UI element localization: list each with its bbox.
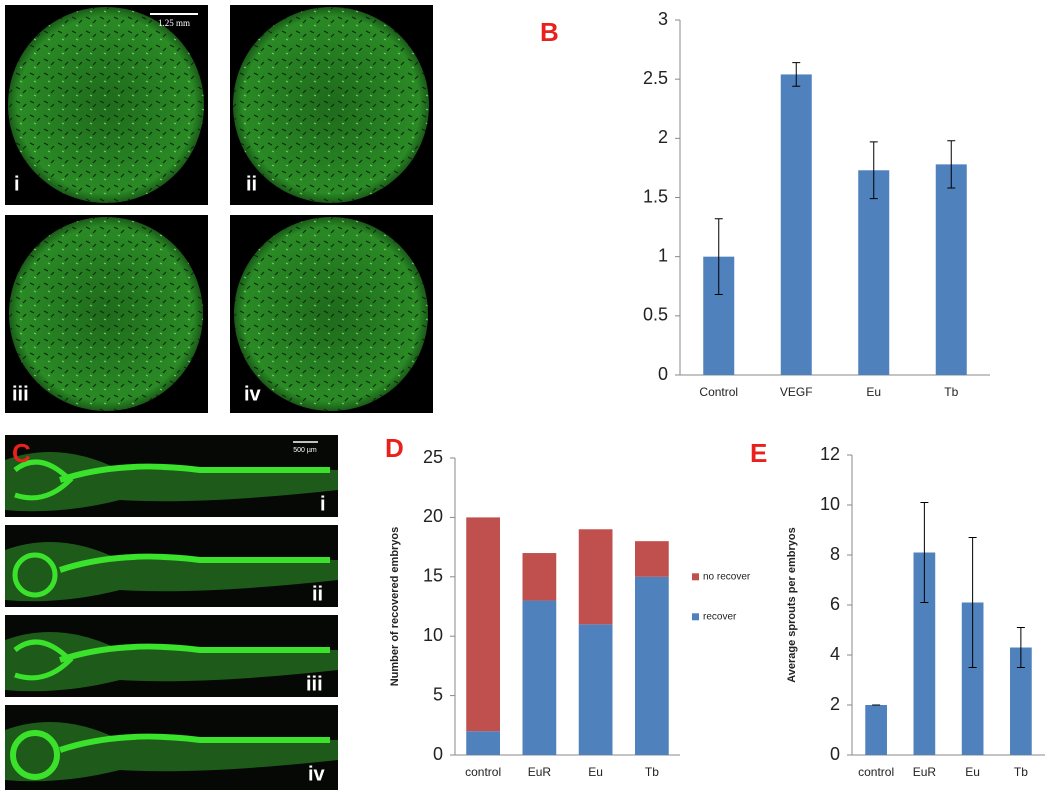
legend-swatch	[692, 573, 699, 581]
y-tick-label: 15	[423, 566, 443, 586]
image-label: iii	[12, 383, 29, 405]
embryo-image: iii	[5, 615, 338, 697]
bar	[858, 170, 890, 375]
x-tick-label: Tb	[1014, 765, 1028, 779]
bar-segment	[466, 731, 500, 755]
y-tick-label: 4	[830, 644, 840, 664]
y-tick-label: 12	[820, 444, 840, 464]
y-tick-label: 25	[423, 447, 443, 467]
y-tick-label: 3	[658, 9, 668, 29]
scale-bar: 500 µm	[293, 447, 317, 454]
x-tick-label: Control	[699, 385, 738, 399]
y-tick-label: 2	[830, 694, 840, 714]
error-bar	[1016, 627, 1025, 668]
bar	[935, 164, 967, 375]
bar	[780, 74, 812, 375]
bar	[913, 552, 936, 755]
x-tick-label: control	[858, 765, 894, 779]
scale-bar: 1.25 mm	[158, 18, 190, 28]
legend-label: no recover	[703, 571, 751, 582]
x-tick-label: EuR	[528, 765, 552, 779]
error-bar	[714, 218, 723, 296]
micrographs: 1.25 mm i ii iii iv	[5, 5, 433, 413]
embryo-images: 500 µm i ii iii iv C	[5, 435, 338, 790]
bar-segment	[578, 624, 613, 755]
y-tick-label: 1.5	[643, 186, 668, 206]
image-label: iii	[306, 673, 323, 695]
x-tick-label: Tb	[944, 385, 958, 399]
image-label: i	[14, 173, 20, 195]
x-tick-label: Eu	[866, 385, 881, 399]
y-tick-label: 20	[423, 506, 443, 526]
y-tick-label: 0.5	[643, 305, 668, 325]
x-tick-label: Eu	[588, 765, 603, 779]
bar-segment	[522, 600, 557, 755]
y-tick-label: 1	[658, 245, 668, 265]
image-label: iv	[308, 763, 326, 785]
panel-label: E	[750, 438, 767, 468]
y-tick-label: 0	[830, 744, 840, 764]
micrograph: iii	[5, 215, 208, 413]
y-tick-label: 10	[820, 494, 840, 514]
bar-segment	[635, 541, 669, 577]
error-bar	[869, 141, 878, 200]
image-label: i	[320, 493, 326, 515]
error-bar	[947, 140, 956, 189]
y-tick-label: 2	[658, 127, 668, 147]
micrograph: 1.25 mm i	[5, 5, 208, 205]
x-tick-label: EuR	[913, 765, 937, 779]
image-label: ii	[312, 583, 323, 605]
x-tick-label: Eu	[965, 765, 980, 779]
bar	[961, 602, 984, 755]
bar-segment	[522, 553, 557, 601]
error-bar	[920, 502, 929, 603]
bar	[1010, 647, 1032, 755]
embryo-image: ii	[5, 525, 338, 607]
panel-label: B	[540, 17, 559, 47]
image-label: ii	[246, 173, 257, 195]
error-bar	[792, 62, 801, 87]
y-axis-label: Number of recovered embryos	[389, 527, 401, 687]
micrograph: ii	[230, 5, 433, 205]
y-tick-label: 5	[433, 684, 443, 704]
x-tick-label: VEGF	[780, 385, 813, 399]
error-bar	[968, 537, 977, 668]
micrograph: iv	[230, 215, 433, 413]
bar-segment	[466, 517, 500, 732]
image-label: iv	[244, 383, 262, 405]
y-tick-label: 0	[433, 744, 443, 764]
legend-label: recover	[703, 611, 737, 622]
y-tick-label: 0	[658, 364, 668, 384]
embryo-image: iv	[5, 705, 338, 790]
bar-segment	[635, 576, 669, 755]
y-axis-label: Average sprouts per embryos	[786, 527, 798, 682]
bar-segment	[578, 529, 613, 625]
legend-swatch	[692, 613, 699, 621]
y-tick-label: 10	[423, 625, 443, 645]
y-tick-label: 8	[830, 544, 840, 564]
y-tick-label: 2.5	[643, 68, 668, 88]
x-tick-label: Tb	[645, 765, 659, 779]
embryo-image: 500 µm i	[5, 435, 338, 517]
bar	[865, 705, 887, 755]
x-tick-label: control	[465, 765, 501, 779]
y-tick-label: 6	[830, 594, 840, 614]
panel-label: C	[12, 438, 31, 468]
panel-label: D	[385, 433, 404, 463]
